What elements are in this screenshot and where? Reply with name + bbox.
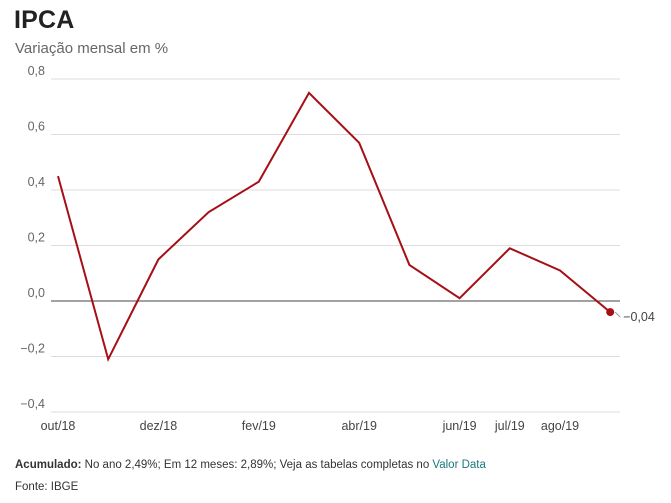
y-tick-label: −0,2	[20, 342, 45, 356]
series-line	[57, 91, 611, 363]
series-layer: −0,04	[57, 91, 655, 363]
x-tick-label: jun/19	[442, 419, 477, 433]
y-tick-label: −0,4	[20, 397, 45, 411]
x-tick-label: jul/19	[494, 419, 525, 433]
accumulated-label: Acumulado:	[15, 459, 82, 471]
y-tick-label: 0,8	[28, 64, 45, 78]
x-tick-label: fev/19	[242, 419, 276, 433]
y-axis-ticks: 0,8 0,6 0,4 0,2 0,0 −0,2 −0,4	[20, 64, 45, 411]
x-tick-label: dez/18	[140, 419, 178, 433]
y-tick-label: 0,2	[28, 231, 45, 245]
accumulated-text: No ano 2,49%; Em 12 meses: 2,89%; Veja a…	[81, 459, 433, 471]
x-tick-label: abr/19	[341, 419, 376, 433]
chart-title: IPCA	[14, 6, 75, 34]
y-tick-label: 0,4	[28, 175, 45, 189]
last-value-label: −0,04	[623, 310, 655, 324]
grid-lines	[51, 78, 620, 413]
last-value-leader	[614, 311, 621, 318]
y-tick-label: 0,0	[28, 286, 45, 300]
last-point-marker	[606, 308, 615, 317]
x-tick-label: ago/19	[541, 419, 579, 433]
valor-data-link[interactable]: Valor Data	[432, 459, 486, 471]
ipca-line-chart: 0,8 0,6 0,4 0,2 0,0 −0,2 −0,4 out/18 dez/18 fev/…	[20, 64, 655, 433]
source-note: Fonte: IBGE	[15, 481, 79, 493]
x-tick-label: out/18	[41, 419, 76, 433]
accumulated-note: Acumulado: No ano 2,49%; Em 12 meses: 2,…	[15, 459, 486, 471]
x-axis-ticks: out/18 dez/18 fev/19 abr/19 jun/19 jul/19 ago/…	[41, 419, 580, 433]
chart-subtitle: Variação mensal em %	[15, 40, 169, 57]
y-tick-label: 0,6	[28, 120, 45, 134]
